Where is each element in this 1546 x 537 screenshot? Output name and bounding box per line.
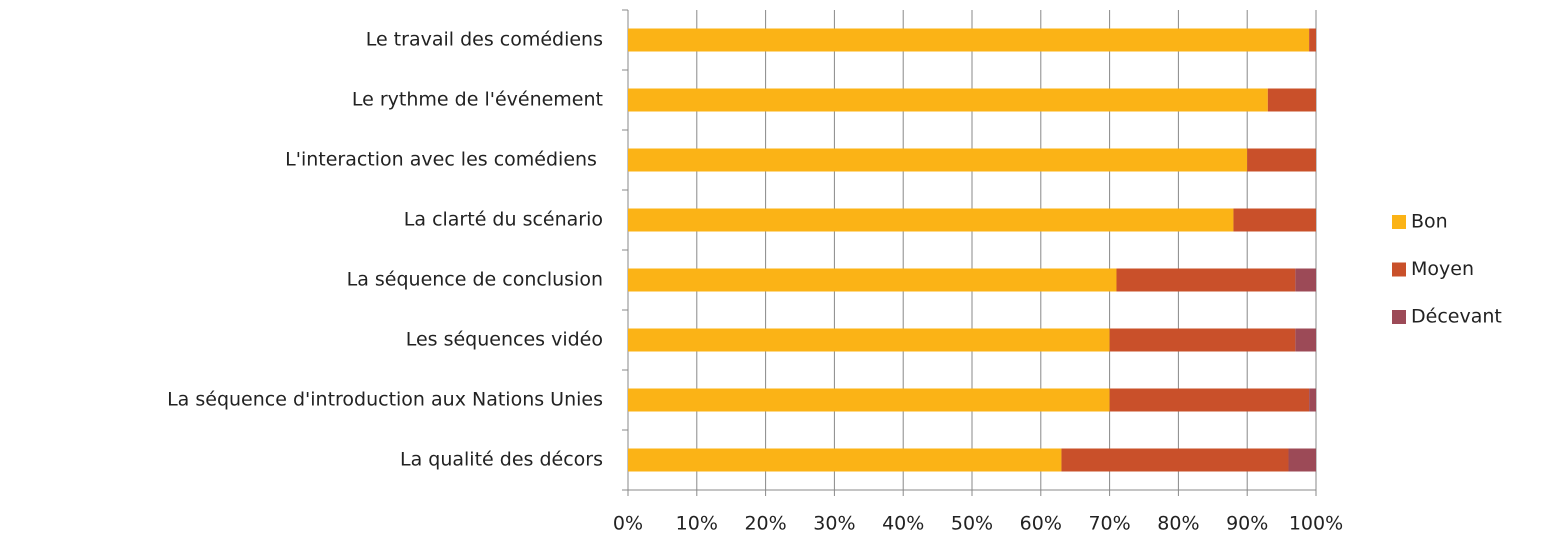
bar-segment — [1267, 88, 1316, 112]
bar-segment — [1109, 388, 1310, 412]
legend-swatch — [1392, 215, 1406, 229]
bar-segment — [1295, 268, 1316, 292]
bar-segment — [1233, 208, 1316, 232]
x-tick-label: 10% — [676, 513, 718, 535]
y-tick-label: Le travail des comédiens — [366, 29, 603, 51]
x-tick-label: 80% — [1157, 513, 1199, 535]
bar-segment — [1288, 448, 1316, 472]
bar-segment — [628, 208, 1234, 232]
legend-label: Moyen — [1411, 258, 1474, 280]
x-tick-label: 90% — [1226, 513, 1268, 535]
x-tick-label: 60% — [1020, 513, 1062, 535]
bar-segment — [1309, 388, 1316, 412]
legend-label: Décevant — [1411, 306, 1502, 328]
x-tick-label: 100% — [1289, 513, 1343, 535]
bar-segment — [628, 448, 1062, 472]
y-tick-label: La clarté du scénario — [404, 209, 603, 231]
bar-segment — [1061, 448, 1289, 472]
y-tick-label: Le rythme de l'événement — [352, 89, 603, 111]
x-tick-label: 70% — [1088, 513, 1130, 535]
y-tick-label: La séquence d'introduction aux Nations U… — [167, 389, 603, 411]
bar-segment — [628, 148, 1248, 172]
bar-segment — [628, 88, 1268, 112]
x-tick-label: 20% — [744, 513, 786, 535]
bar-segment — [628, 388, 1110, 412]
y-tick-label: La séquence de conclusion — [347, 269, 603, 291]
bar-segment — [1116, 268, 1296, 292]
x-tick-label: 50% — [951, 513, 993, 535]
bar-segment — [1247, 148, 1316, 172]
y-tick-label: L'interaction avec les comédiens — [285, 149, 603, 171]
y-tick-label: La qualité des décors — [400, 449, 603, 471]
x-tick-label: 0% — [613, 513, 643, 535]
legend-label: Bon — [1411, 211, 1448, 233]
bar-segment — [628, 328, 1110, 352]
x-tick-label: 40% — [882, 513, 924, 535]
bar-segment — [1295, 328, 1316, 352]
legend-swatch — [1392, 262, 1406, 277]
legend-swatch — [1392, 310, 1406, 324]
bar-segment — [628, 28, 1310, 52]
bar-segment — [1109, 328, 1296, 352]
y-tick-label: Les séquences vidéo — [406, 329, 603, 351]
bar-segment — [1309, 28, 1316, 52]
x-tick-label: 30% — [813, 513, 855, 535]
bar-segment — [628, 268, 1117, 292]
